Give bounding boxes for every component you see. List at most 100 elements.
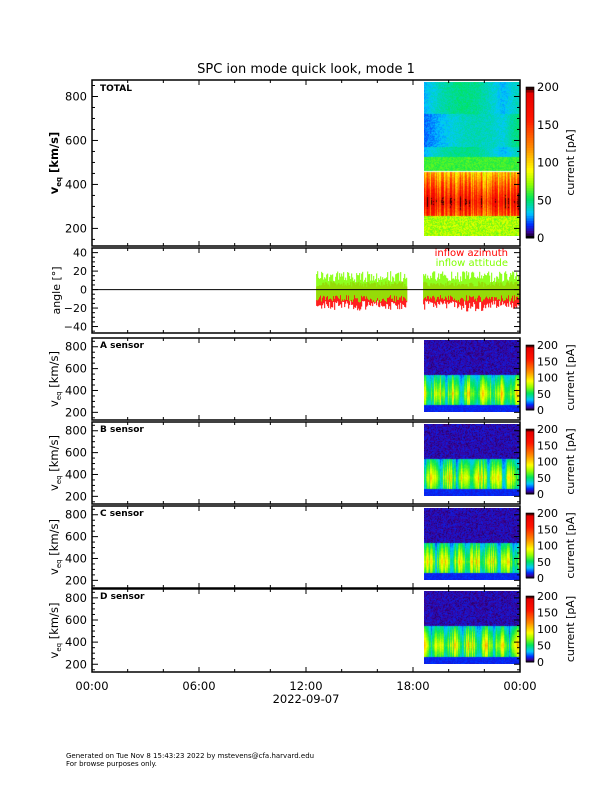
colorbar-swatch	[526, 632, 534, 634]
colorbar-swatch	[526, 614, 534, 617]
colorbar-swatch	[526, 386, 534, 388]
colorbar-swatch	[526, 575, 534, 578]
colorbar-tick-label: 200	[537, 423, 558, 436]
colorbar-swatch	[526, 544, 534, 546]
y-tick-label: 400	[65, 467, 87, 481]
colorbar-swatch	[526, 624, 534, 627]
colorbar-tick-label: 50	[537, 193, 552, 207]
colorbar-swatch	[526, 361, 534, 363]
colorbar-swatch	[526, 635, 534, 638]
colorbar-swatch	[526, 466, 534, 469]
colorbar-swatch	[526, 104, 534, 108]
colorbar-swatch	[526, 360, 534, 362]
colorbar-tick-label: 150	[537, 607, 558, 620]
colorbar-swatch	[526, 609, 534, 611]
colorbar-swatch	[526, 112, 534, 116]
colorbar-tick-label: 200	[537, 80, 559, 94]
colorbar-swatch	[526, 548, 534, 551]
colorbar-swatch	[526, 562, 534, 565]
colorbar-tick-label: 0	[537, 231, 544, 245]
colorbar-swatch	[526, 604, 534, 607]
colorbar-swatch	[526, 541, 534, 543]
colorbar-swatch	[526, 600, 534, 602]
colorbar-swatch	[526, 230, 534, 234]
colorbar-swatch	[526, 555, 534, 557]
angle-series-group	[316, 271, 521, 312]
colorbar-swatch	[526, 167, 534, 171]
colorbar-swatch	[526, 134, 534, 138]
colorbar-swatch	[526, 447, 534, 449]
colorbar-swatch	[526, 385, 534, 387]
colorbar-swatch	[526, 514, 534, 516]
colorbar-swatch	[526, 356, 534, 359]
colorbar-swatch	[526, 347, 534, 349]
colorbar-swatch	[526, 569, 534, 571]
colorbar-swatch	[526, 479, 534, 482]
colorbar-frame	[525, 595, 535, 663]
colorbar-swatch	[526, 659, 534, 662]
colorbar-swatch	[526, 491, 534, 494]
colorbar-swatch	[526, 431, 534, 433]
colorbar-swatch	[526, 365, 534, 368]
y-tick-label: 200	[65, 657, 87, 671]
colorbar-swatch	[526, 378, 534, 381]
footer-disclaimer: For browse purposes only.	[66, 760, 157, 768]
colorbar-swatch	[526, 400, 534, 402]
colorbar-swatch	[526, 528, 534, 530]
colorbar-swatch	[526, 598, 534, 600]
a-sensor-spectrogram	[424, 340, 520, 412]
colorbar-swatch	[526, 516, 534, 518]
colorbar-swatch	[526, 384, 534, 386]
colorbar-swatch	[526, 543, 534, 545]
colorbar-swatch	[526, 526, 534, 528]
colorbar-swatch	[526, 523, 534, 526]
colorbar-swatch	[526, 539, 534, 541]
colorbar-swatch	[526, 633, 534, 635]
colorbar-swatch	[526, 458, 534, 460]
colorbar-tick-label: 0	[537, 656, 544, 669]
colorbar-swatch	[526, 435, 534, 438]
colorbar-swatch	[526, 573, 534, 576]
colorbar-swatch	[526, 215, 534, 219]
panel-label: C sensor	[100, 509, 144, 519]
colorbar-swatch	[526, 367, 534, 370]
colorbar-swatch	[526, 513, 534, 515]
colorbar-swatch	[526, 352, 534, 355]
colorbar-swatch	[526, 642, 534, 644]
y-tick-label: 400	[65, 383, 87, 397]
y-tick-label: −40	[64, 321, 87, 334]
colorbar-swatch	[526, 351, 534, 354]
y-axis-label: veq [km/s]	[47, 435, 63, 491]
colorbar-swatch	[526, 438, 534, 441]
colorbar-tick-label: 0	[537, 488, 544, 501]
colorbar-swatch	[526, 127, 534, 131]
colorbar-swatch	[526, 612, 534, 615]
colorbar-swatch	[526, 520, 534, 523]
colorbar-swatch	[526, 437, 534, 440]
colorbar-swatch	[526, 97, 534, 101]
colorbar-swatch	[526, 460, 534, 462]
colorbar-swatch	[526, 147, 534, 151]
colorbar-swatch	[526, 175, 534, 179]
colorbar-swatch	[526, 380, 534, 383]
colorbar-swatch	[526, 99, 534, 103]
colorbar-swatch	[526, 475, 534, 478]
colorbar-swatch	[526, 222, 534, 226]
colorbar-swatch	[526, 486, 534, 488]
y-tick-label: 600	[65, 362, 87, 376]
y-tick-label: 600	[65, 613, 87, 627]
colorbar-swatch	[526, 432, 534, 434]
colorbar-swatch	[526, 542, 534, 544]
colorbar-swatch	[526, 473, 534, 475]
colorbar-swatch	[526, 363, 534, 365]
colorbar-swatch	[526, 619, 534, 621]
colorbar-swatch	[526, 656, 534, 659]
colorbar-swatch	[526, 547, 534, 550]
colorbar-swatch	[526, 565, 534, 567]
colorbar-swatch	[526, 631, 534, 633]
colorbar-swatch	[526, 381, 534, 384]
colorbar-swatch	[526, 655, 534, 657]
colorbar-swatch	[526, 346, 534, 348]
colorbar-swatch	[526, 235, 534, 239]
colorbar-swatch	[526, 205, 534, 209]
